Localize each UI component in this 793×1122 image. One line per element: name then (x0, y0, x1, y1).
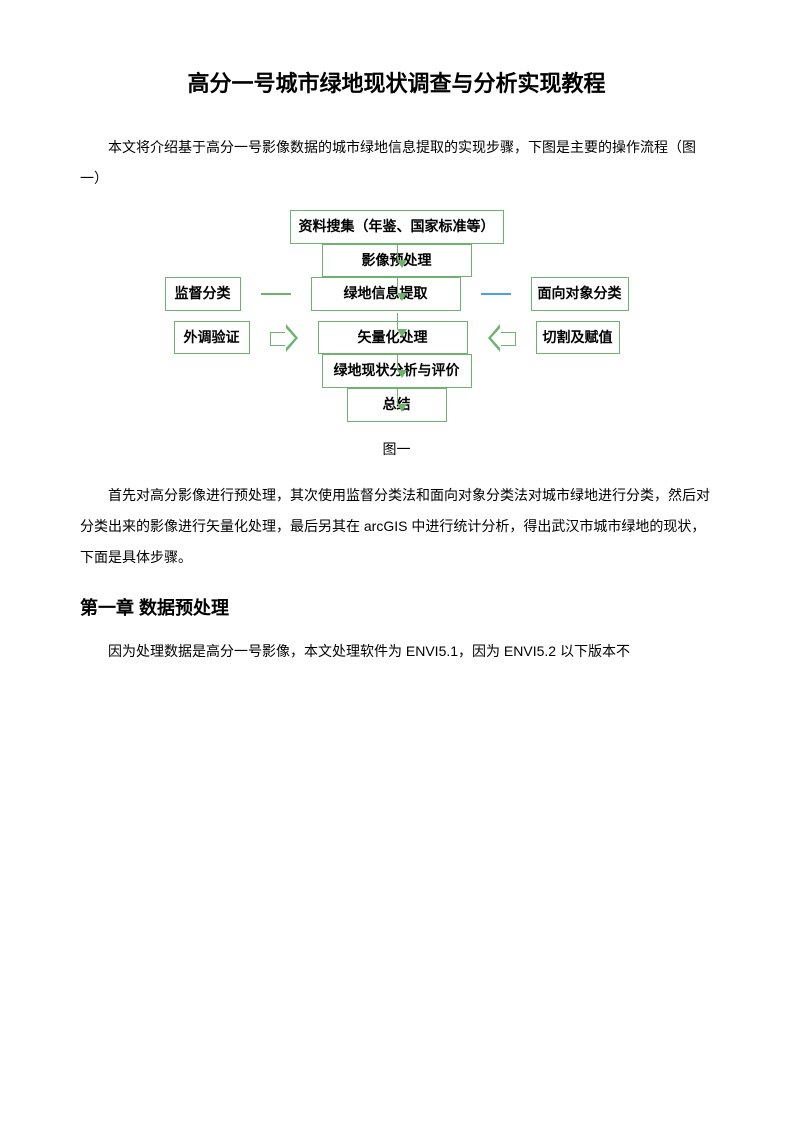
figure-caption: 图一 (80, 434, 713, 465)
node-cut-assign: 切割及赋值 (536, 321, 620, 355)
body-paragraph: 首先对高分影像进行预处理，其次使用监督分类法和面向对象分类法对城市绿地进行分类，… (80, 480, 713, 572)
node-vectorization: 矢量化处理 (318, 321, 468, 355)
chapter-heading: 第一章 数据预处理 (80, 589, 713, 629)
node-supervised-classification: 监督分类 (165, 277, 241, 311)
body-paragraph: 因为处理数据是高分一号影像，本文处理软件为 ENVI5.1，因为 ENVI5.2… (80, 636, 713, 667)
block-arrow-left-icon (488, 324, 516, 352)
page-title: 高分一号城市绿地现状调查与分析实现教程 (80, 60, 713, 108)
connector-line-blue (481, 293, 511, 295)
node-data-collection: 资料搜集（年鉴、国家标准等） (290, 210, 504, 244)
node-field-validation: 外调验证 (174, 321, 250, 355)
node-green-extraction: 绿地信息提取 (311, 277, 461, 311)
node-object-classification: 面向对象分类 (531, 277, 629, 311)
block-arrow-right-icon (270, 324, 298, 352)
workflow-flowchart: 资料搜集（年鉴、国家标准等） 影像预处理 监督分类 绿地信息提取 面向对象分类 … (157, 210, 637, 422)
connector-line (261, 293, 291, 295)
intro-paragraph: 本文将介绍基于高分一号影像数据的城市绿地信息提取的实现步骤，下图是主要的操作流程… (80, 132, 713, 194)
